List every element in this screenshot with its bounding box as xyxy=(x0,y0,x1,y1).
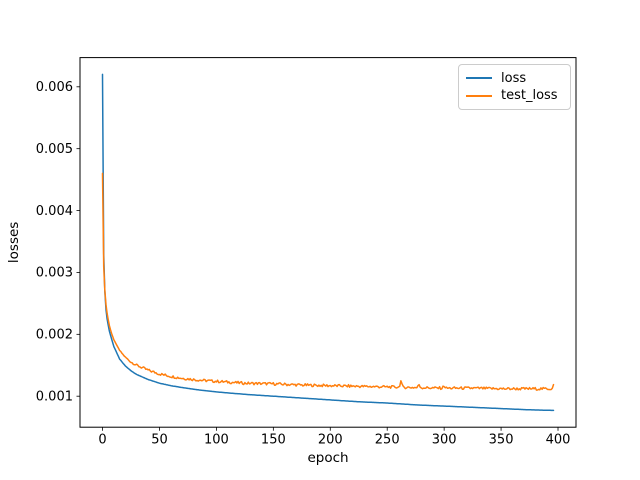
x-tick-label: 400 xyxy=(546,433,571,448)
x-tick-label: 150 xyxy=(261,433,286,448)
legend: loss test_loss xyxy=(458,64,571,110)
x-tick-label: 200 xyxy=(318,433,343,448)
x-tick-label: 350 xyxy=(489,433,514,448)
data-series xyxy=(101,73,555,412)
x-tick-label: 300 xyxy=(432,433,457,448)
loss-line-swatch xyxy=(466,77,492,80)
legend-label-loss: loss xyxy=(501,70,527,86)
test_loss-line xyxy=(101,172,555,391)
x-axis-label: epoch xyxy=(307,450,348,466)
y-tick-label: 0.005 xyxy=(36,142,73,157)
y-tick-label: 0.006 xyxy=(36,80,73,95)
y-tick-label: 0.003 xyxy=(36,266,73,281)
y-axis-label: losses xyxy=(6,222,22,263)
legend-item-loss: loss xyxy=(466,72,563,85)
x-tick-label: 250 xyxy=(375,433,400,448)
y-tick-label: 0.001 xyxy=(36,389,73,404)
axes-frame xyxy=(79,57,577,428)
x-tick-label: 50 xyxy=(151,433,168,448)
y-tick-label: 0.002 xyxy=(36,328,73,343)
x-tick-label: 100 xyxy=(204,433,229,448)
x-tick-label: 0 xyxy=(98,433,106,448)
axis-ticks: 0 50 100 150 200 250 300 350 400 0.001 0.002 0.003 0… xyxy=(36,80,571,448)
y-tick-label: 0.004 xyxy=(36,204,73,219)
loss-line xyxy=(101,73,555,412)
test-loss-line-swatch xyxy=(466,94,492,97)
legend-item-test-loss: test_loss xyxy=(466,89,563,102)
legend-label-test-loss: test_loss xyxy=(501,88,558,104)
